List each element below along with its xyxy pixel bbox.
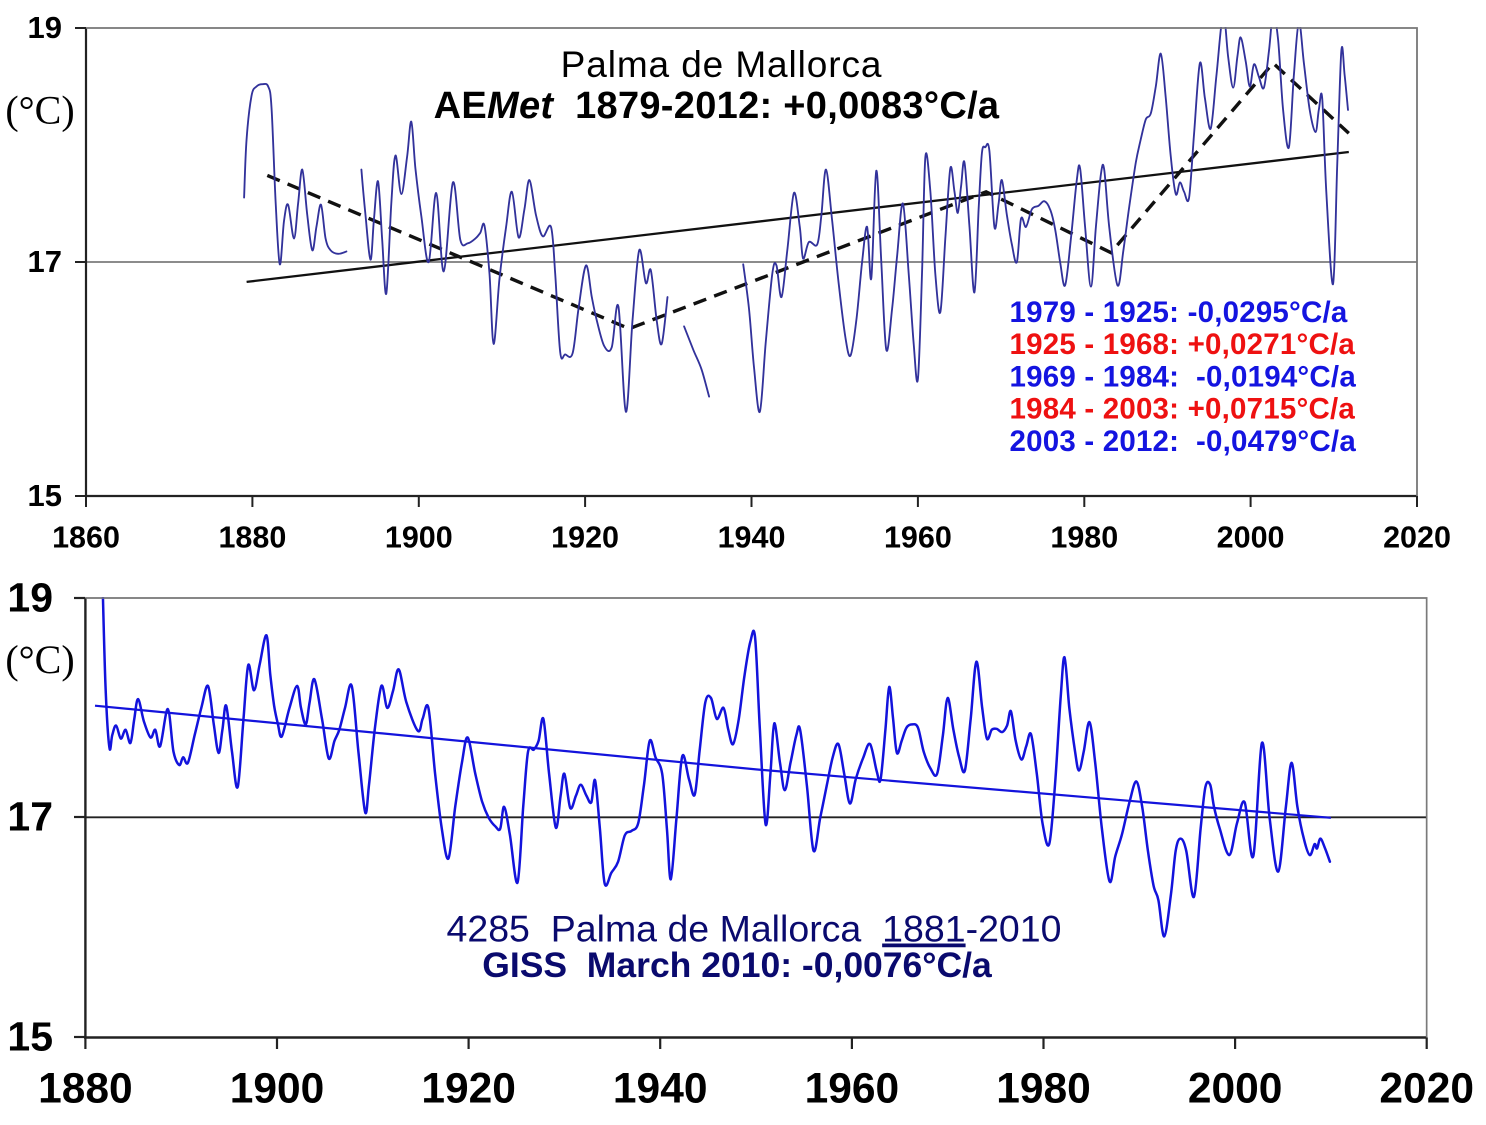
svg-text:1860: 1860 bbox=[52, 521, 120, 555]
svg-text:1969 - 1984: -0,0194°C/a: 1969 - 1984: -0,0194°C/a bbox=[1010, 360, 1357, 393]
svg-text:1984 - 2003: +0,0715°C/a: 1984 - 2003: +0,0715°C/a bbox=[1010, 393, 1356, 426]
svg-text:(°C): (°C) bbox=[5, 88, 74, 133]
svg-text:15: 15 bbox=[7, 1013, 53, 1059]
svg-text:1900: 1900 bbox=[385, 521, 453, 555]
svg-text:2003 - 2012: -0,0479°C/a: 2003 - 2012: -0,0479°C/a bbox=[1010, 425, 1357, 458]
svg-text:15: 15 bbox=[28, 478, 62, 513]
svg-text:1960: 1960 bbox=[805, 1066, 900, 1113]
svg-text:2020: 2020 bbox=[1379, 1066, 1474, 1113]
svg-text:2000: 2000 bbox=[1217, 521, 1285, 555]
svg-text:AEMet 1879-2012: +0,0083°C/a: AEMet 1879-2012: +0,0083°C/a bbox=[434, 85, 1000, 127]
svg-text:1980: 1980 bbox=[996, 1066, 1091, 1113]
svg-text:19: 19 bbox=[7, 574, 53, 620]
svg-text:1900: 1900 bbox=[230, 1066, 325, 1113]
svg-text:17: 17 bbox=[7, 793, 53, 839]
svg-text:1880: 1880 bbox=[218, 521, 286, 555]
svg-text:1980: 1980 bbox=[1050, 521, 1118, 555]
svg-text:2020: 2020 bbox=[1383, 521, 1451, 555]
svg-text:4285 Palma de Mallorca 1881-: 4285 Palma de Mallorca 1881-2010 bbox=[446, 908, 1061, 950]
svg-text:GISS March 2010: -0,0076°C/a: GISS March 2010: -0,0076°C/a bbox=[482, 945, 992, 985]
svg-text:1960: 1960 bbox=[884, 521, 952, 555]
svg-text:(°C): (°C) bbox=[5, 637, 74, 682]
svg-text:1940: 1940 bbox=[718, 521, 786, 555]
svg-text:1920: 1920 bbox=[551, 521, 619, 555]
svg-text:2000: 2000 bbox=[1188, 1066, 1283, 1113]
svg-text:1920: 1920 bbox=[421, 1066, 516, 1113]
svg-text:1925 - 1968: +0,0271°C/a: 1925 - 1968: +0,0271°C/a bbox=[1010, 328, 1356, 361]
svg-text:19: 19 bbox=[28, 10, 62, 45]
svg-text:17: 17 bbox=[28, 244, 62, 279]
svg-text:1940: 1940 bbox=[613, 1066, 708, 1113]
svg-text:1880: 1880 bbox=[38, 1066, 133, 1113]
svg-text:Palma de Mallorca: Palma de Mallorca bbox=[561, 44, 883, 85]
svg-text:1979 - 1925: -0,0295°C/a: 1979 - 1925: -0,0295°C/a bbox=[1010, 296, 1348, 329]
